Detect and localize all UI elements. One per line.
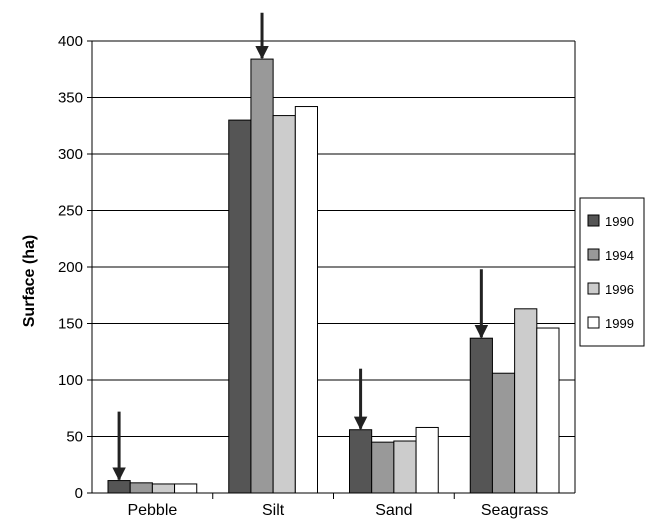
y-tick-label: 100 — [58, 372, 83, 389]
bar-seagrass-1996 — [514, 308, 538, 494]
x-category-label-sand: Sand — [375, 502, 412, 519]
bars — [107, 58, 560, 494]
bar-sand-1994 — [371, 441, 395, 494]
x-category-labels: Pebble Silt Sand Seagrass — [127, 502, 548, 519]
x-category-label-seagrass: Seagrass — [481, 502, 549, 519]
bar-silt-1990 — [228, 119, 252, 494]
x-category-label-pebble: Pebble — [127, 502, 177, 519]
legend-label-1994: 1994 — [605, 248, 634, 263]
axes — [87, 40, 576, 499]
y-tick-labels: 0 50 100 150 200 250 300 350 400 — [58, 33, 83, 502]
annotation-arrows — [112, 12, 489, 481]
bar-sand-1996 — [393, 440, 417, 494]
y-tick-label: 200 — [58, 259, 83, 276]
y-tick-label: 250 — [58, 203, 83, 220]
legend-label-1996: 1996 — [605, 282, 634, 297]
bar-sand-1990 — [349, 429, 373, 494]
y-tick-label: 400 — [58, 33, 83, 50]
bar-seagrass-1999 — [536, 327, 560, 494]
bar-pebble-1996 — [151, 483, 176, 494]
legend-swatch-1994 — [587, 248, 600, 261]
y-tick-label: 0 — [75, 485, 83, 502]
bar-silt-1996 — [272, 115, 296, 494]
gridlines — [92, 40, 575, 437]
x-category-label-silt: Silt — [262, 502, 285, 519]
bar-pebble-1999 — [174, 483, 198, 494]
y-tick-label: 300 — [58, 146, 83, 163]
y-tick-label: 150 — [58, 316, 83, 333]
legend: 1990 1994 1996 1999 — [579, 197, 645, 347]
legend-label-1990: 1990 — [605, 214, 634, 229]
legend-label-1999: 1999 — [605, 316, 634, 331]
legend-swatch-1996 — [587, 282, 600, 295]
bar-seagrass-1990 — [469, 337, 493, 494]
y-axis-label: Surface (ha) — [21, 235, 38, 327]
bar-pebble-1990 — [107, 480, 131, 494]
legend-swatch-1990 — [587, 214, 600, 227]
bar-silt-1999 — [294, 106, 318, 494]
y-tick-label: 50 — [66, 429, 83, 446]
legend-swatch-1999 — [587, 316, 600, 329]
bar-silt-1994 — [250, 58, 274, 494]
bar-seagrass-1994 — [491, 372, 516, 494]
bar-pebble-1994 — [129, 482, 153, 494]
y-tick-label: 350 — [58, 90, 83, 107]
bar-sand-1999 — [415, 426, 439, 494]
